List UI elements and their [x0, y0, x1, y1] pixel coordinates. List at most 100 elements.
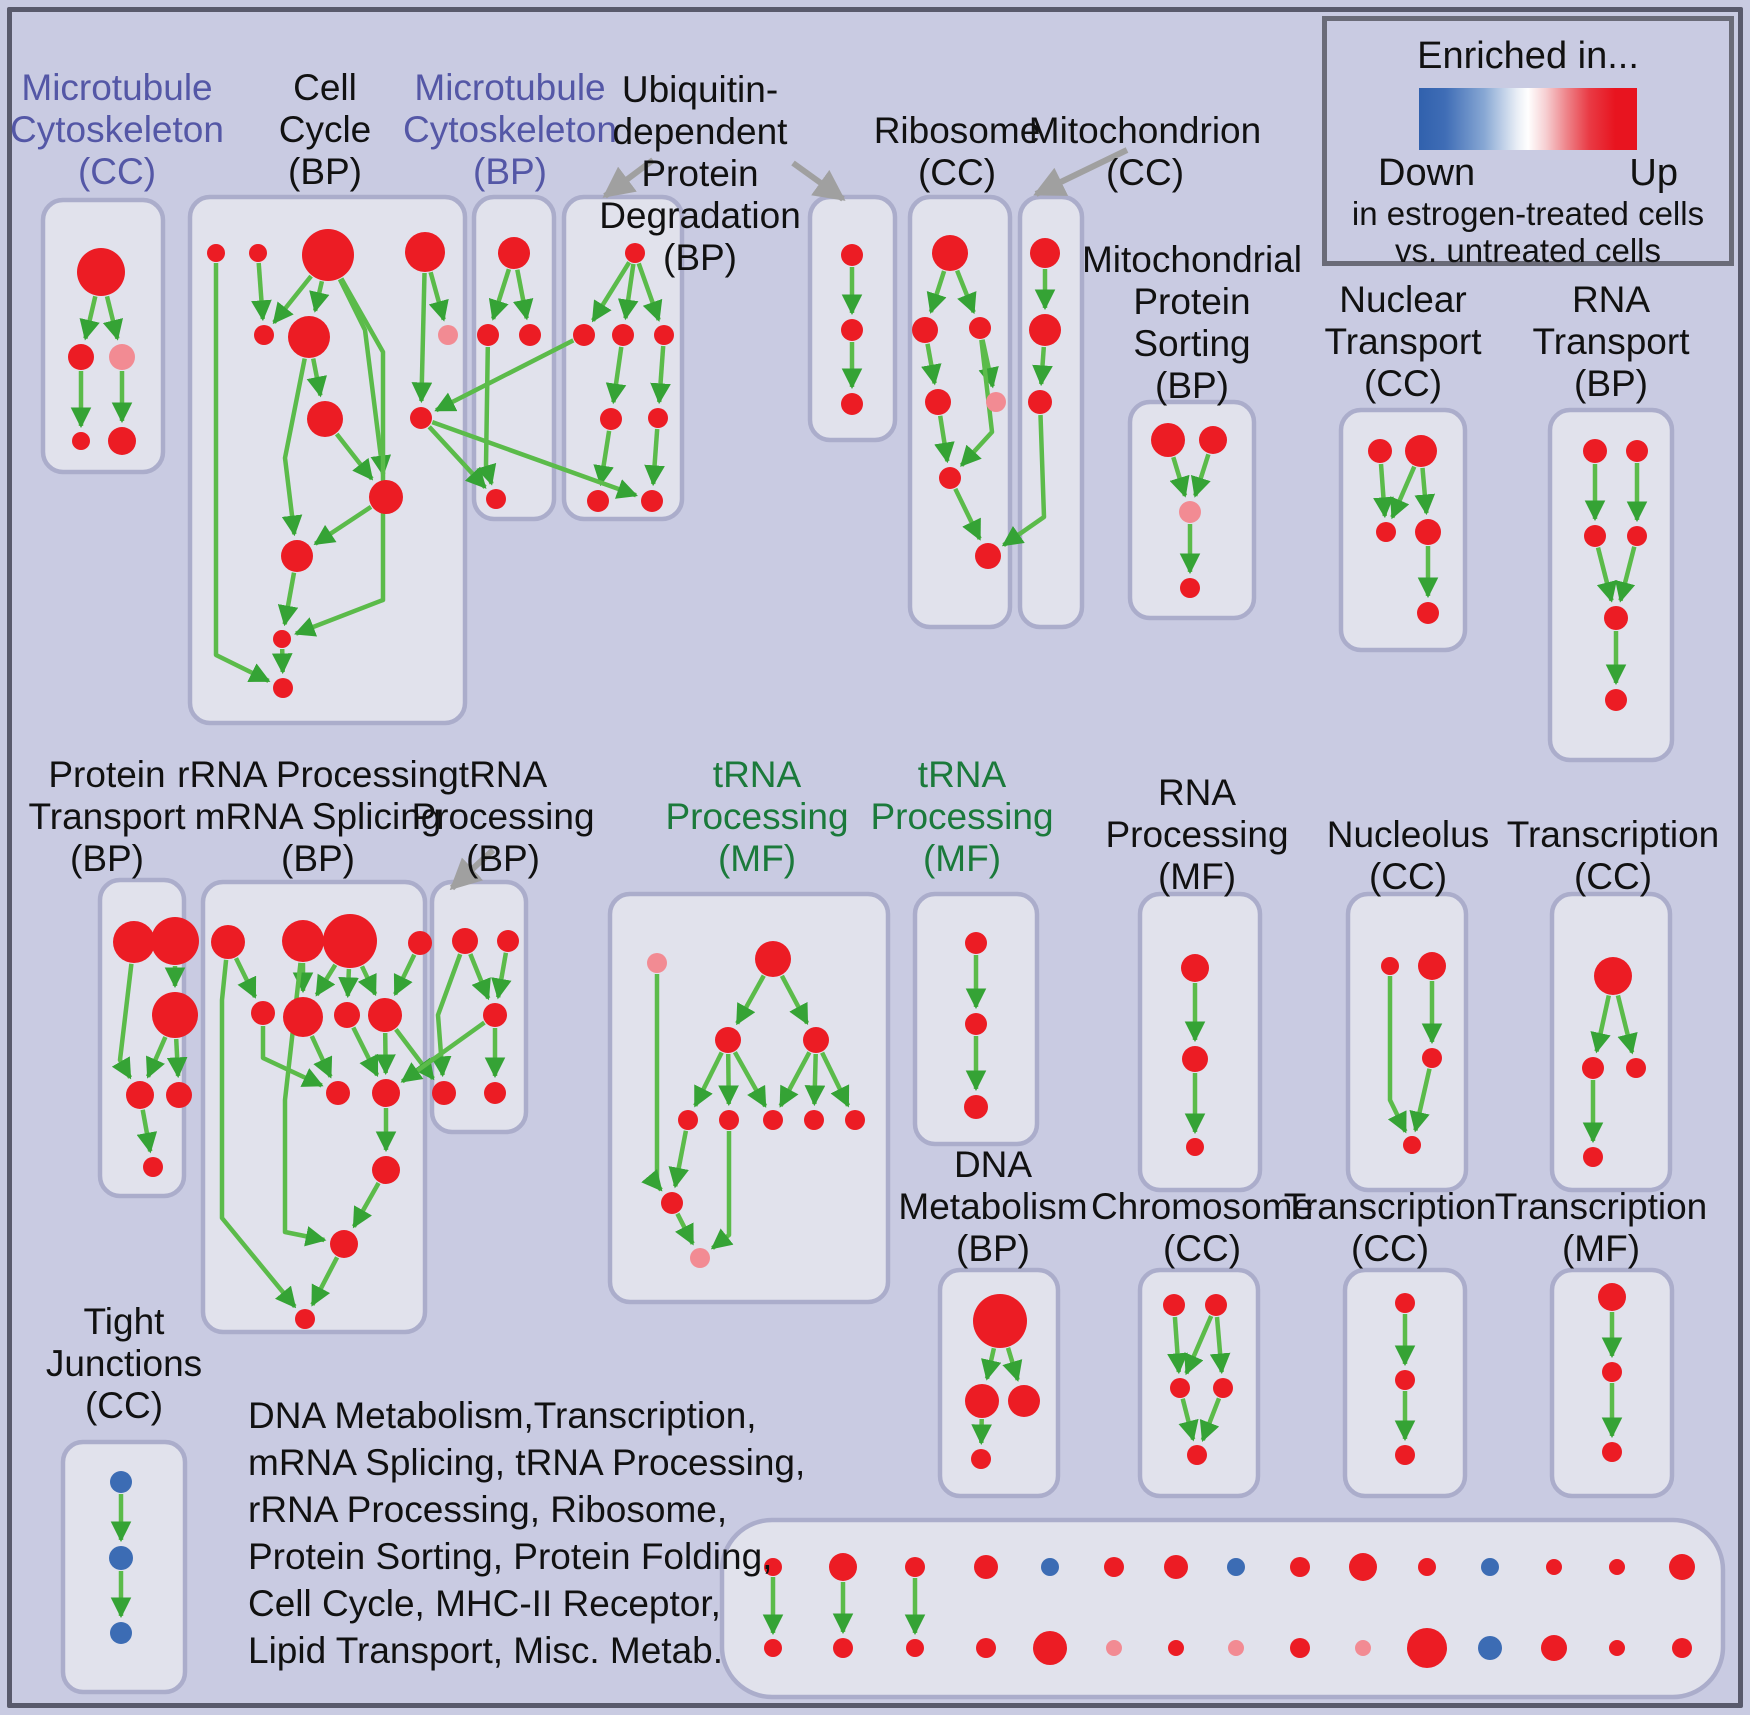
go-term-node: [1187, 1445, 1207, 1465]
cluster-label-line: Ribosome: [873, 110, 1041, 151]
legend-down-label: Down: [1378, 152, 1476, 194]
go-term-node: [965, 1384, 999, 1418]
cluster-label-line: Microtubule: [21, 67, 213, 108]
go-term-node: [483, 1003, 507, 1027]
enrichment-edge: [488, 268, 512, 321]
legend-title: Enriched in...: [1417, 35, 1639, 77]
go-term-node: [1381, 957, 1399, 975]
enrichment-edge: [1001, 414, 1047, 547]
cluster-label-line: Junctions: [45, 1343, 203, 1384]
go-term-node: [654, 325, 674, 345]
enrichment-edge: [1390, 465, 1417, 520]
go-term-node: [841, 244, 863, 266]
go-term-node: [334, 1002, 360, 1028]
misc-categories-text-line: rRNA Processing, Ribosome,: [248, 1489, 728, 1530]
enrichment-edge: [1190, 453, 1211, 498]
enrichment-edge: [1002, 1347, 1023, 1382]
cluster-box-microtubule-cytoskeleton-cc: [40, 197, 166, 475]
cluster-label-line: Protein: [48, 754, 166, 795]
go-term-node: [519, 324, 541, 346]
enrichment-edge: [314, 963, 338, 997]
go-term-node: [1199, 426, 1227, 454]
enrichment-edge: [219, 959, 297, 1309]
cluster-box-ubiquitin-degradation-bp-2: [807, 194, 898, 443]
enrichment-edge: [955, 269, 977, 315]
go-term-node: [1228, 1640, 1244, 1656]
go-term-node: [368, 998, 402, 1032]
enrichment-edge: [1178, 1398, 1199, 1442]
go-term-node: [1186, 1138, 1204, 1156]
go-term-node: [109, 1546, 133, 1570]
go-term-node: [110, 1622, 132, 1644]
enrichment-edge: [310, 1256, 340, 1307]
enrichment-edge: [313, 505, 373, 546]
go-term-node: [273, 630, 291, 648]
enrichment-edge: [351, 1181, 381, 1229]
go-term-node: [648, 408, 668, 428]
cluster-label: Ribosome (CC): [874, 110, 1041, 194]
go-term-node: [1583, 1147, 1603, 1167]
cluster-label-line: dependent: [612, 111, 788, 152]
cluster-label: RNA Transport (BP): [1533, 279, 1690, 405]
enrichment-edge: [981, 1347, 1002, 1381]
cluster-box-nuclear-transport-cc: [1338, 407, 1468, 653]
enrichment-edge: [111, 963, 134, 1080]
go-term-node: [1627, 526, 1647, 546]
go-term-node: [1395, 1293, 1415, 1313]
enrichment-edge: [136, 1109, 158, 1154]
cluster-label-line: (BP): [663, 237, 737, 278]
go-term-node: [1106, 1640, 1122, 1656]
go-term-node: [647, 953, 667, 973]
enrichment-edge: [591, 261, 632, 323]
cluster-label-line: Cell: [293, 67, 357, 108]
go-term-node: [1041, 1558, 1059, 1576]
go-term-node: [1546, 1559, 1562, 1575]
cluster-label-line: Microtubule: [414, 67, 606, 108]
cluster-label: Nuclear Transport (CC): [1325, 279, 1482, 405]
go-term-node: [281, 540, 313, 572]
cluster-label-line: Degradation: [599, 195, 801, 236]
go-term-node: [151, 917, 199, 965]
cluster-label-line: (BP): [281, 838, 355, 879]
legend: Enriched in... Down Up in estrogen-treat…: [1322, 16, 1734, 269]
cluster-label-line: Processing: [1105, 814, 1289, 855]
cluster-label: Transcription (CC): [1284, 1186, 1496, 1270]
go-term-node: [1033, 1631, 1067, 1665]
go-term-node: [1376, 522, 1396, 542]
go-term-node: [1227, 1558, 1245, 1576]
cluster-label-line: (BP): [1574, 363, 1648, 404]
enrichment-edge: [779, 974, 810, 1026]
enrichment-edge: [79, 295, 100, 341]
cluster-label-line: Tight: [83, 1301, 165, 1342]
go-term-node: [369, 480, 403, 514]
go-term-node: [302, 229, 354, 281]
enrichment-edge: [710, 1131, 734, 1250]
enrichment-edge: [306, 358, 327, 398]
go-term-node: [841, 393, 863, 415]
go-term-node: [109, 344, 135, 370]
go-term-node: [1415, 519, 1441, 545]
cluster-label: Microtubule Cytoskeleton (BP): [403, 67, 617, 193]
cluster-box-transcription-cc-1: [1549, 891, 1673, 1193]
label-pointer-arrow: [791, 160, 846, 202]
go-term-node: [986, 392, 1006, 412]
cluster-label-line: (MF): [1157, 856, 1237, 897]
label-pointer-arrow: [1033, 147, 1129, 197]
enrichment-edge: [735, 974, 766, 1026]
go-term-node: [307, 401, 343, 437]
enrichment-edge: [641, 974, 663, 1192]
cluster-label-line: Ubiquitin-: [621, 69, 779, 110]
go-term-node: [1609, 1640, 1625, 1656]
enrichment-edge: [921, 343, 942, 386]
cluster-label-line: rRNA Processing: [177, 754, 459, 795]
cluster-label: tRNA Processing (MF): [870, 754, 1053, 880]
cluster-label-line: tRNA: [712, 754, 802, 795]
go-term-node: [484, 1082, 506, 1104]
enrichment-edge: [351, 1026, 380, 1077]
enrichment-edge: [309, 1035, 333, 1079]
enrichment-edge: [778, 1051, 812, 1108]
go-term-node: [1355, 1640, 1371, 1656]
enrichment-edge: [1373, 463, 1394, 519]
go-term-node: [661, 1192, 683, 1214]
enrichment-edge: [260, 1026, 324, 1088]
